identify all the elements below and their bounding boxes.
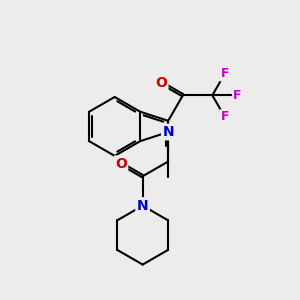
Text: F: F bbox=[233, 89, 242, 102]
Text: N: N bbox=[137, 199, 148, 213]
Text: O: O bbox=[155, 76, 167, 90]
Text: F: F bbox=[220, 110, 229, 124]
Text: N: N bbox=[137, 199, 148, 213]
Text: N: N bbox=[162, 125, 174, 139]
Text: O: O bbox=[115, 157, 127, 171]
Text: F: F bbox=[220, 67, 229, 80]
